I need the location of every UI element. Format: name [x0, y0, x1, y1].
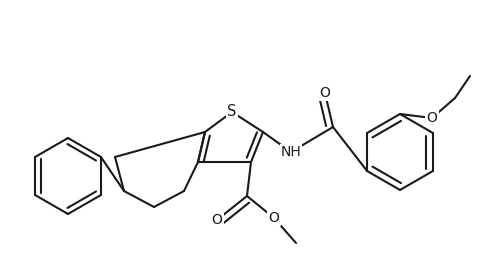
Text: NH: NH — [281, 145, 301, 159]
Text: O: O — [320, 86, 330, 100]
Text: O: O — [426, 111, 438, 125]
Text: O: O — [269, 211, 280, 225]
Text: O: O — [212, 213, 223, 227]
Text: S: S — [227, 104, 237, 119]
